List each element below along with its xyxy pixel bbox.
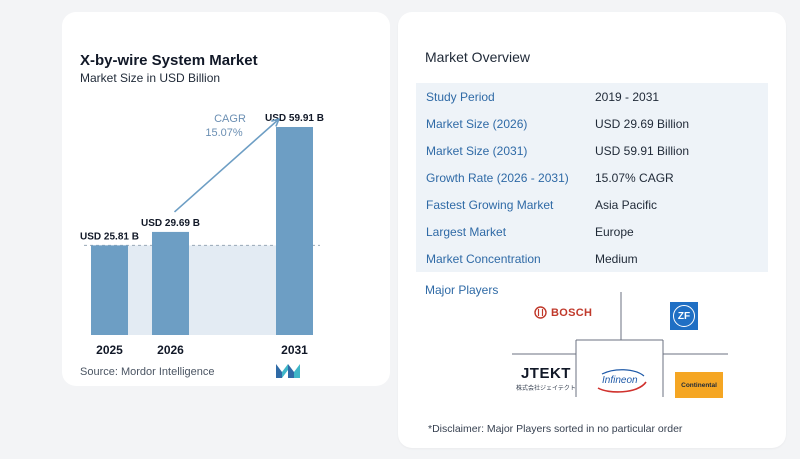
x-tick-label: 2031 — [281, 343, 308, 357]
jtekt-subtext: 株式会社ジェイテクト — [516, 386, 576, 392]
chart-card: X-by-wire System Market Market Size in U… — [62, 12, 390, 386]
jtekt-wordmark: JTEKT — [520, 365, 571, 382]
bar-value-label: USD 25.81 B — [80, 231, 139, 242]
bar — [276, 127, 313, 335]
players-title: Major Players — [425, 283, 499, 297]
overview-label: Largest Market — [426, 224, 507, 239]
infineon-wordmark: Infineon — [602, 375, 638, 386]
overview-value: USD 59.91 Billion — [595, 143, 690, 158]
overview-value: 2019 - 2031 — [595, 89, 660, 104]
bar-value-label: USD 59.91 B — [265, 113, 324, 124]
overview-card: Market Overview Study Period 2019 - 2031… — [398, 12, 786, 448]
bosch-logo: BOSCH — [534, 306, 592, 319]
overview-value: Medium — [595, 251, 638, 266]
chart-subtitle: Market Size in USD Billion — [80, 71, 221, 85]
overview-label: Fastest Growing Market — [426, 197, 554, 212]
overview-row: Growth Rate (2026 - 2031) 15.07% CAGR — [416, 164, 768, 191]
bosch-icon — [534, 306, 547, 319]
zf-wordmark: ZF — [677, 310, 691, 322]
source-note: Source: Mordor Intelligence — [80, 366, 215, 378]
bar — [91, 245, 128, 335]
overview-table: Study Period 2019 - 2031 Market Size (20… — [416, 83, 768, 272]
continental-wordmark: Continental — [681, 381, 717, 389]
overview-row: Fastest Growing Market Asia Pacific — [416, 191, 768, 218]
overview-label: Market Size (2031) — [426, 143, 528, 158]
overview-label: Growth Rate (2026 - 2031) — [426, 170, 569, 185]
jtekt-logo: JTEKT 株式会社ジェイテクト — [516, 365, 576, 392]
overview-label: Market Size (2026) — [426, 116, 528, 131]
overview-row: Largest Market Europe — [416, 218, 768, 245]
overview-label: Market Concentration — [426, 251, 541, 266]
x-tick-label: 2025 — [96, 343, 123, 357]
continental-logo: Continental — [675, 372, 723, 398]
overview-row: Market Concentration Medium — [416, 245, 768, 272]
x-tick-label: 2026 — [157, 343, 184, 357]
infineon-swoosh-icon — [597, 369, 647, 393]
bar-value-label: USD 29.69 B — [141, 218, 200, 229]
cagr-arrow-line — [173, 118, 280, 213]
cagr-arrow-head — [271, 117, 281, 127]
bar-chart: USD 25.81 B 2025 USD 29.69 B 2026 USD 59.91 … — [80, 113, 324, 357]
cagr-value: 15.07% — [205, 127, 243, 139]
zf-logo: ZF — [670, 302, 698, 330]
players-grid — [512, 292, 728, 397]
overview-value: 15.07% CAGR — [595, 170, 674, 185]
chart-title: X-by-wire System Market — [80, 52, 258, 69]
cagr-label: CAGR — [214, 113, 246, 125]
overview-row: Study Period 2019 - 2031 — [416, 83, 768, 110]
overview-row: Market Size (2026) USD 29.69 Billion — [416, 110, 768, 137]
overview-label: Study Period — [426, 89, 495, 104]
bar — [152, 231, 189, 335]
overview-value: Europe — [595, 224, 634, 239]
overview-row: Market Size (2031) USD 59.91 Billion — [416, 137, 768, 164]
overview-value: Asia Pacific — [595, 197, 658, 212]
bosch-wordmark: BOSCH — [551, 306, 593, 319]
mordor-logo — [276, 364, 300, 378]
disclaimer: *Disclaimer: Major Players sorted in no … — [428, 423, 683, 435]
overview-value: USD 29.69 Billion — [595, 116, 690, 131]
infineon-logo: Infineon — [594, 368, 650, 399]
overview-title: Market Overview — [425, 49, 531, 65]
zf-ring: ZF — [673, 305, 695, 327]
